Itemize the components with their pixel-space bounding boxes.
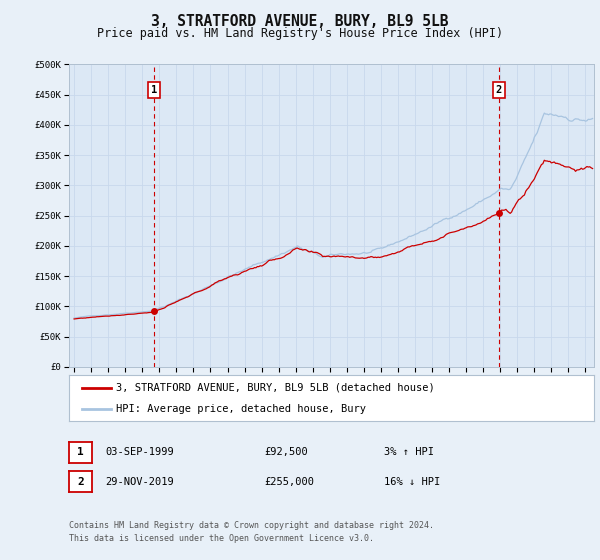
Text: 2: 2 [77, 477, 84, 487]
Text: 3, STRATFORD AVENUE, BURY, BL9 5LB: 3, STRATFORD AVENUE, BURY, BL9 5LB [151, 14, 449, 29]
Text: 03-SEP-1999: 03-SEP-1999 [105, 447, 174, 458]
Text: 2: 2 [496, 85, 502, 95]
Text: Price paid vs. HM Land Registry's House Price Index (HPI): Price paid vs. HM Land Registry's House … [97, 27, 503, 40]
Text: Contains HM Land Registry data © Crown copyright and database right 2024.: Contains HM Land Registry data © Crown c… [69, 521, 434, 530]
Text: 16% ↓ HPI: 16% ↓ HPI [384, 477, 440, 487]
Text: 3% ↑ HPI: 3% ↑ HPI [384, 447, 434, 458]
Text: £255,000: £255,000 [264, 477, 314, 487]
Text: HPI: Average price, detached house, Bury: HPI: Average price, detached house, Bury [116, 404, 366, 414]
Text: 3, STRATFORD AVENUE, BURY, BL9 5LB (detached house): 3, STRATFORD AVENUE, BURY, BL9 5LB (deta… [116, 382, 435, 393]
Text: This data is licensed under the Open Government Licence v3.0.: This data is licensed under the Open Gov… [69, 534, 374, 543]
Text: 1: 1 [77, 447, 84, 458]
Text: £92,500: £92,500 [264, 447, 308, 458]
Text: 29-NOV-2019: 29-NOV-2019 [105, 477, 174, 487]
Text: 1: 1 [151, 85, 157, 95]
